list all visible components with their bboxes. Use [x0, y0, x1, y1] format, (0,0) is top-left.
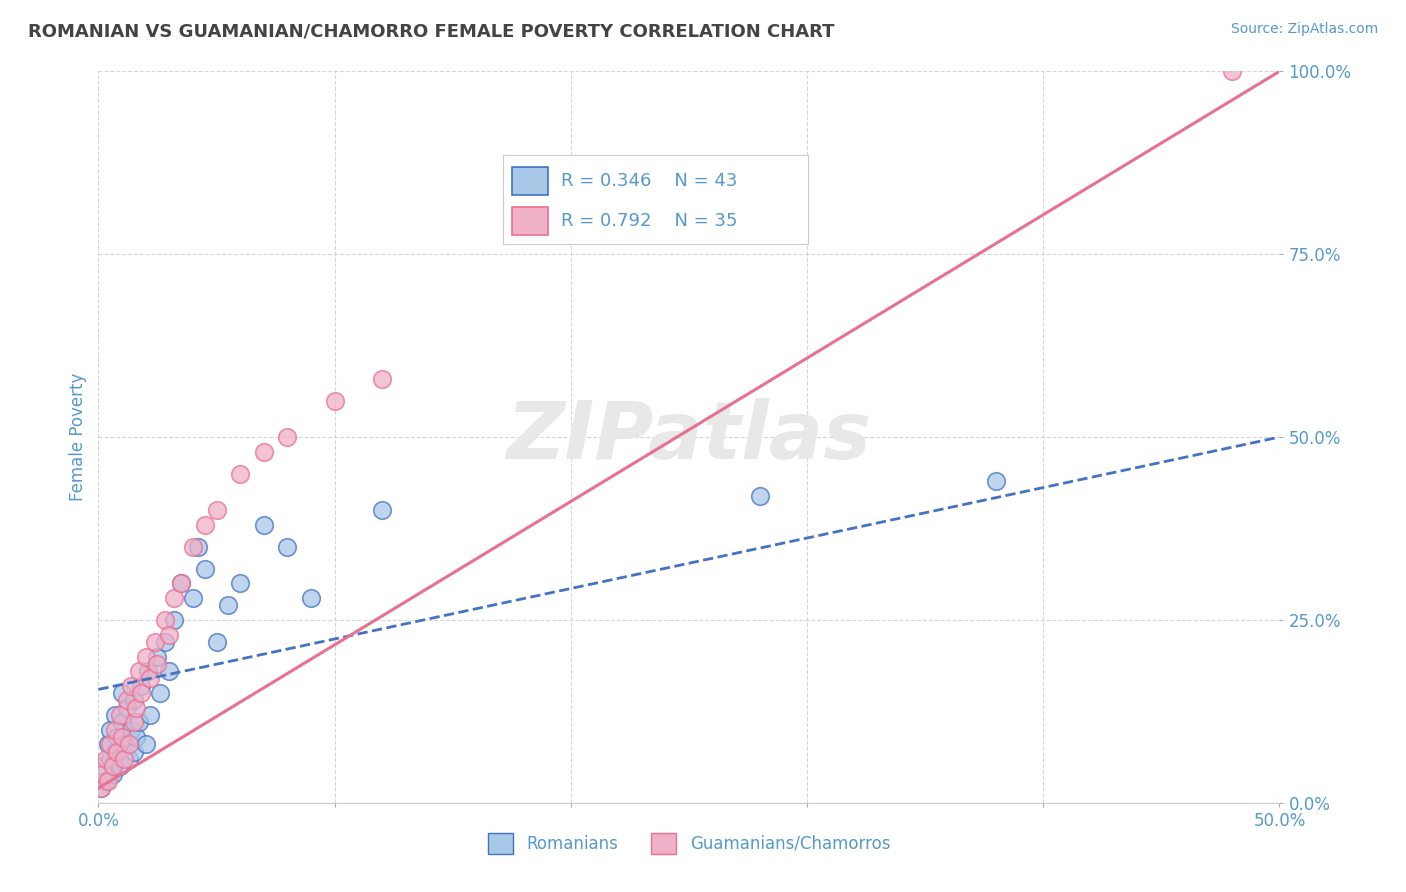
- Point: [371, 503, 394, 517]
- Point: [101, 759, 124, 773]
- Point: [136, 664, 159, 678]
- Point: [104, 708, 127, 723]
- Point: [128, 715, 150, 730]
- Point: [118, 752, 141, 766]
- Point: [170, 576, 193, 591]
- Point: [163, 613, 186, 627]
- FancyBboxPatch shape: [512, 167, 548, 195]
- Point: [111, 715, 134, 730]
- Point: [104, 723, 127, 737]
- Point: [217, 599, 239, 613]
- Point: [748, 489, 770, 503]
- Point: [187, 540, 209, 554]
- Point: [143, 635, 166, 649]
- Text: ZIPatlas: ZIPatlas: [506, 398, 872, 476]
- Point: [122, 715, 145, 730]
- Point: [984, 474, 1007, 488]
- Point: [112, 737, 135, 751]
- Point: [104, 745, 127, 759]
- Point: [135, 649, 157, 664]
- Point: [121, 679, 143, 693]
- Point: [97, 773, 120, 788]
- Point: [194, 562, 217, 576]
- Point: [149, 686, 172, 700]
- Point: [128, 664, 150, 678]
- Legend: Romanians, Guamanians/Chamorros: Romanians, Guamanians/Chamorros: [481, 827, 897, 860]
- Point: [125, 730, 148, 744]
- Text: Source: ZipAtlas.com: Source: ZipAtlas.com: [1230, 22, 1378, 37]
- Point: [125, 700, 148, 714]
- Point: [1220, 64, 1243, 78]
- Point: [153, 635, 176, 649]
- Point: [98, 752, 121, 766]
- Point: [97, 737, 120, 751]
- Point: [194, 517, 217, 532]
- Point: [90, 781, 112, 796]
- Point: [229, 467, 252, 481]
- Point: [157, 627, 180, 641]
- Point: [90, 781, 112, 796]
- Point: [276, 540, 298, 554]
- Point: [108, 759, 131, 773]
- Point: [108, 708, 131, 723]
- Point: [105, 730, 128, 744]
- Point: [91, 766, 114, 780]
- Point: [105, 745, 128, 759]
- Point: [101, 766, 124, 780]
- Point: [91, 759, 114, 773]
- Point: [253, 517, 276, 532]
- Point: [115, 693, 138, 707]
- Point: [205, 503, 228, 517]
- Point: [122, 745, 145, 759]
- Point: [112, 752, 135, 766]
- Point: [153, 613, 176, 627]
- Point: [111, 686, 134, 700]
- Point: [157, 664, 180, 678]
- Point: [94, 752, 117, 766]
- Point: [121, 723, 143, 737]
- Y-axis label: Female Poverty: Female Poverty: [69, 373, 87, 501]
- Point: [94, 773, 117, 788]
- Point: [111, 730, 134, 744]
- Point: [181, 540, 204, 554]
- Point: [139, 708, 162, 723]
- Text: R = 0.346    N = 43: R = 0.346 N = 43: [561, 172, 737, 190]
- Point: [146, 657, 169, 671]
- Point: [181, 591, 204, 605]
- Point: [170, 576, 193, 591]
- Point: [135, 737, 157, 751]
- Point: [253, 444, 276, 458]
- FancyBboxPatch shape: [512, 207, 548, 235]
- Point: [118, 737, 141, 751]
- Point: [139, 672, 162, 686]
- Point: [98, 723, 121, 737]
- Point: [146, 649, 169, 664]
- Point: [205, 635, 228, 649]
- Point: [229, 576, 252, 591]
- Text: ROMANIAN VS GUAMANIAN/CHAMORRO FEMALE POVERTY CORRELATION CHART: ROMANIAN VS GUAMANIAN/CHAMORRO FEMALE PO…: [28, 22, 835, 40]
- Point: [323, 393, 346, 408]
- Point: [129, 686, 152, 700]
- Point: [371, 371, 394, 385]
- Point: [98, 737, 121, 751]
- Text: R = 0.792    N = 35: R = 0.792 N = 35: [561, 212, 737, 230]
- Point: [115, 700, 138, 714]
- Point: [122, 693, 145, 707]
- Point: [276, 430, 298, 444]
- Point: [299, 591, 322, 605]
- Point: [129, 679, 152, 693]
- Point: [163, 591, 186, 605]
